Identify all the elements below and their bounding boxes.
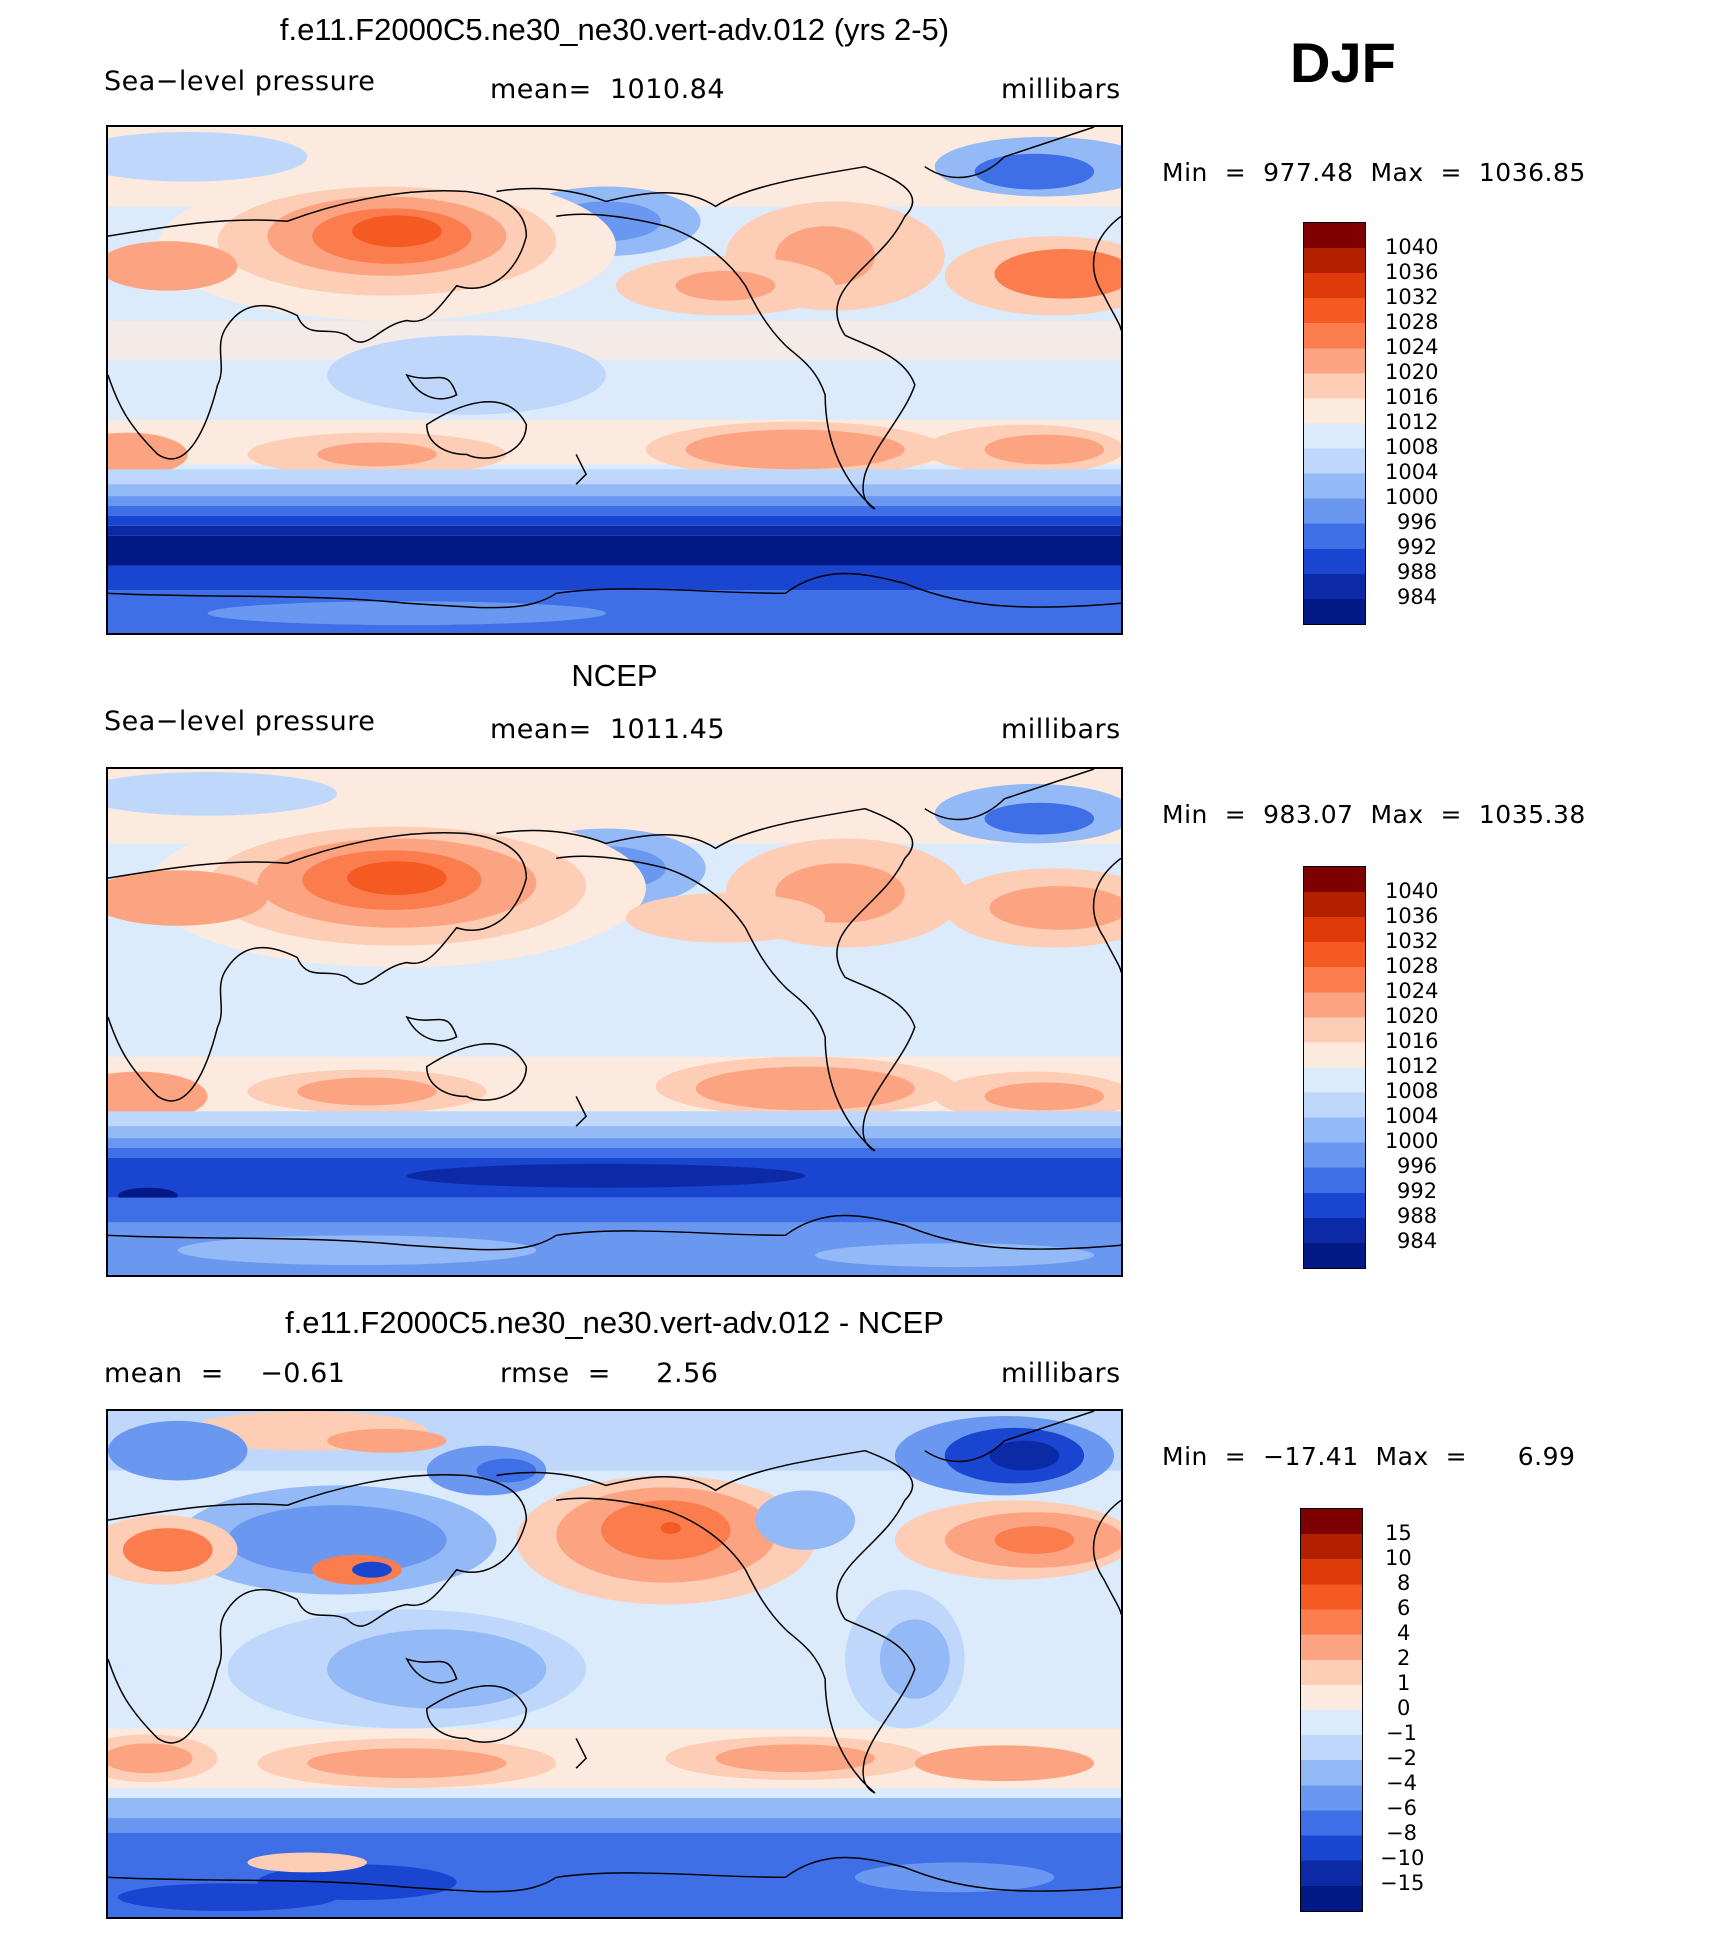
panel-1-mean-label: mean= 1010.84 xyxy=(490,74,726,105)
panel-3-legend-label: −8 xyxy=(1386,1821,1417,1845)
panel-1-variable-label: Sea−level pressure xyxy=(104,66,376,97)
panel-2-legend-label: 1008 xyxy=(1385,1079,1439,1103)
panel-1-units-label: millibars xyxy=(1001,74,1121,105)
panel-2-legend-label: 988 xyxy=(1397,1204,1438,1228)
panel-2-mean-label: mean= 1011.45 xyxy=(490,714,726,745)
panel-2-legend-label: 1032 xyxy=(1385,929,1439,953)
panel-2-contour-plot xyxy=(108,769,1121,1275)
panel-1-map xyxy=(106,125,1123,635)
panel-2-colorbar-box xyxy=(1303,866,1366,1269)
panel-2-legend-label: 1020 xyxy=(1385,1004,1439,1028)
season-label: DJF xyxy=(1290,31,1396,94)
panel-3-legend-label: −1 xyxy=(1386,1721,1417,1745)
panel-3-rmse-label: rmse = 2.56 xyxy=(500,1358,719,1389)
panel-1-legend-label: 1028 xyxy=(1385,310,1439,334)
panel-2-legend-label: 992 xyxy=(1397,1179,1438,1203)
panel-3-minmax: Min = −17.41 Max = 6.99 xyxy=(1162,1442,1576,1471)
panel-1-contour-plot xyxy=(108,127,1121,633)
panel-1-legend-label: 1004 xyxy=(1385,460,1439,484)
panel-2-legend-label: 984 xyxy=(1397,1229,1438,1253)
panel-2-variable-label: Sea−level pressure xyxy=(104,706,376,737)
panel-2-legend-label: 1036 xyxy=(1385,904,1439,928)
panel-1-legend-label: 988 xyxy=(1397,560,1438,584)
panel-1-legend-label: 1040 xyxy=(1385,235,1439,259)
panel-3-mean-label: mean = −0.61 xyxy=(104,1358,346,1389)
panel-2-legend-label: 996 xyxy=(1397,1154,1438,1178)
panel-1-legend-label: 992 xyxy=(1397,535,1438,559)
panel-1-legend-label: 984 xyxy=(1397,585,1438,609)
panel-1-legend-label: 1016 xyxy=(1385,385,1439,409)
panel-3-title: f.e11.F2000C5.ne30_ne30.vert-adv.012 - N… xyxy=(285,1305,944,1340)
panel-3-legend-label: −4 xyxy=(1386,1771,1417,1795)
panel-2-minmax: Min = 983.07 Max = 1035.38 xyxy=(1162,800,1586,829)
panel-3-legend-label: 0 xyxy=(1397,1696,1411,1720)
panel-2-legend-label: 1004 xyxy=(1385,1104,1439,1128)
panel-1-legend-label: 996 xyxy=(1397,510,1438,534)
panel-2-map xyxy=(106,767,1123,1277)
panel-1-legend-label: 1032 xyxy=(1385,285,1439,309)
panel-2-legend-label: 1040 xyxy=(1385,879,1439,903)
panel-3-legend-label: 4 xyxy=(1397,1621,1411,1645)
panel-3-legend-label: −15 xyxy=(1380,1871,1425,1895)
panel-2-legend-label: 1016 xyxy=(1385,1029,1439,1053)
panel-1-legend-label: 1020 xyxy=(1385,360,1439,384)
panel-2-legend-label: 1024 xyxy=(1385,979,1439,1003)
panel-2-units-label: millibars xyxy=(1001,714,1121,745)
panel-2-legend-label: 1012 xyxy=(1385,1054,1439,1078)
panel-3-contour-plot xyxy=(108,1411,1121,1917)
panel-1-legend-label: 1000 xyxy=(1385,485,1439,509)
panel-3-units-label: millibars xyxy=(1001,1358,1121,1389)
panel-1-legend-label: 1036 xyxy=(1385,260,1439,284)
panel-2-colorbar: 1040 1036 1032 1028 1024 1020 1016 1012 … xyxy=(1303,866,1438,1269)
panel-3-legend-label: 1 xyxy=(1397,1671,1411,1695)
panel-1-colorbar-box xyxy=(1303,222,1366,625)
panel-1-legend-label: 1012 xyxy=(1385,410,1439,434)
panel-3-legend-label: −2 xyxy=(1386,1746,1417,1770)
panel-1-title: f.e11.F2000C5.ne30_ne30.vert-adv.012 (yr… xyxy=(279,12,950,47)
panel-3-legend-label: −6 xyxy=(1386,1796,1417,1820)
panel-1-legend-label: 1024 xyxy=(1385,335,1439,359)
panel-3-map xyxy=(106,1409,1123,1919)
panel-2-legend-label: 1028 xyxy=(1385,954,1439,978)
panel-3-legend-label: 6 xyxy=(1397,1596,1411,1620)
panel-3-legend-label: 15 xyxy=(1385,1521,1412,1545)
panel-1-minmax: Min = 977.48 Max = 1036.85 xyxy=(1162,158,1586,187)
panel-3-legend-label: 2 xyxy=(1397,1646,1411,1670)
panel-3-legend-label: 8 xyxy=(1397,1571,1411,1595)
panel-2-legend-label: 1000 xyxy=(1385,1129,1439,1153)
panel-3-colorbar-box xyxy=(1300,1508,1363,1912)
panel-3-legend-label: −10 xyxy=(1380,1846,1425,1870)
panel-3-colorbar: 15 10 8 6 4 2 1 0 −1 −2 −4 −6 −8 −10 −15 xyxy=(1300,1508,1424,1912)
panel-2-title: NCEP xyxy=(571,658,658,693)
panel-3-legend-label: 10 xyxy=(1385,1546,1412,1570)
panel-1-colorbar: 1040 1036 1032 1028 1024 1020 1016 1012 … xyxy=(1303,222,1438,625)
panel-1-legend-label: 1008 xyxy=(1385,435,1439,459)
